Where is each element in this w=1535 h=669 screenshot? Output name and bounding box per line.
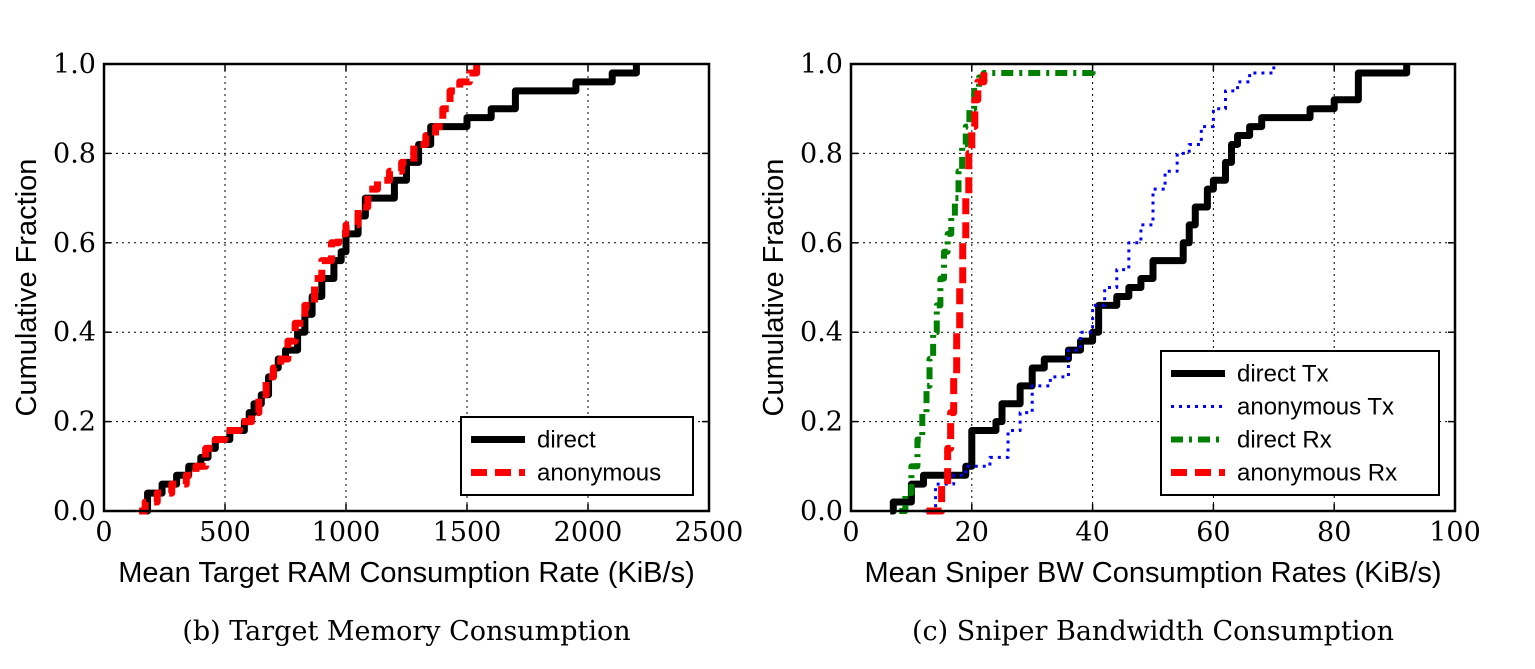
series-line-anonymous-Tx [923, 64, 1276, 513]
series-line-direct-Rx [899, 64, 1096, 514]
y-tick-label: 0.4 [53, 317, 96, 348]
y-tick-label: 0.8 [800, 138, 843, 169]
y-tick-label: 1.0 [800, 49, 843, 80]
x-tick-label: 20 [955, 517, 989, 548]
y-axis-label: Cumulative Fraction [758, 159, 790, 417]
x-tick-label: 1000 [312, 517, 381, 548]
x-axis-label: Mean Target RAM Consumption Rate (KiB/s) [118, 557, 694, 589]
series-line-anonymous [139, 64, 481, 515]
series-line-direct-Tx [889, 64, 1411, 515]
y-tick-label: 0.8 [53, 138, 96, 169]
x-tick-label: 100 [1429, 517, 1481, 548]
x-tick-label: 2500 [675, 517, 744, 548]
x-tick-label: 500 [199, 517, 251, 548]
x-tick-label: 40 [1075, 517, 1109, 548]
legend-label: direct Rx [1237, 427, 1332, 454]
legend: direct anonymous [460, 416, 694, 496]
chart-caption: (c) Sniper Bandwidth Consumption [912, 616, 1394, 647]
y-tick-label: 1.0 [53, 49, 96, 80]
y-tick-label: 0.2 [53, 407, 96, 438]
x-tick-label: 80 [1317, 517, 1351, 548]
legend-label: direct Tx [1237, 361, 1329, 388]
chart-panel-bandwidth: 0 20 40 60 80 100 0.0 0.2 0.4 0.6 0.8 1.0 Mean Snip… [758, 49, 1481, 647]
chart-caption: (b) Target Memory Consumption [182, 616, 630, 647]
legend: direct Tx anonymous Tx direct Rx anonymous … [1160, 350, 1440, 496]
y-tick-label: 0.4 [800, 317, 843, 348]
y-tick-label: 0.0 [53, 496, 96, 527]
legend-label: anonymous Tx [1237, 394, 1394, 421]
x-axis-label: Mean Sniper BW Consumption Rates (KiB/s) [865, 557, 1442, 589]
x-tick-label: 0 [842, 517, 859, 548]
y-axis-label: Cumulative Fraction [11, 159, 43, 417]
x-tick-label: 1500 [433, 517, 502, 548]
y-tick-label: 0.2 [800, 407, 843, 438]
x-tick-label: 60 [1196, 517, 1230, 548]
y-tick-label: 0.6 [800, 228, 843, 259]
legend-label: anonymous [537, 460, 661, 487]
series-line-anonymous-Rx [926, 64, 988, 515]
plot-frame [102, 62, 711, 513]
legend-label: anonymous Rx [1237, 460, 1397, 487]
x-tick-label: 2000 [554, 517, 623, 548]
plot-frame [849, 62, 1457, 513]
y-tick-label: 0.6 [53, 228, 96, 259]
x-tick-label: 0 [95, 517, 112, 548]
y-tick-label: 0.0 [800, 496, 843, 527]
legend-box [460, 416, 694, 496]
legend-label: direct [537, 427, 596, 454]
chart-panel-memory: 0 500 1000 1500 2000 2500 0.0 0.2 0.4 0.6 0.8 1.0 M… [11, 49, 743, 647]
